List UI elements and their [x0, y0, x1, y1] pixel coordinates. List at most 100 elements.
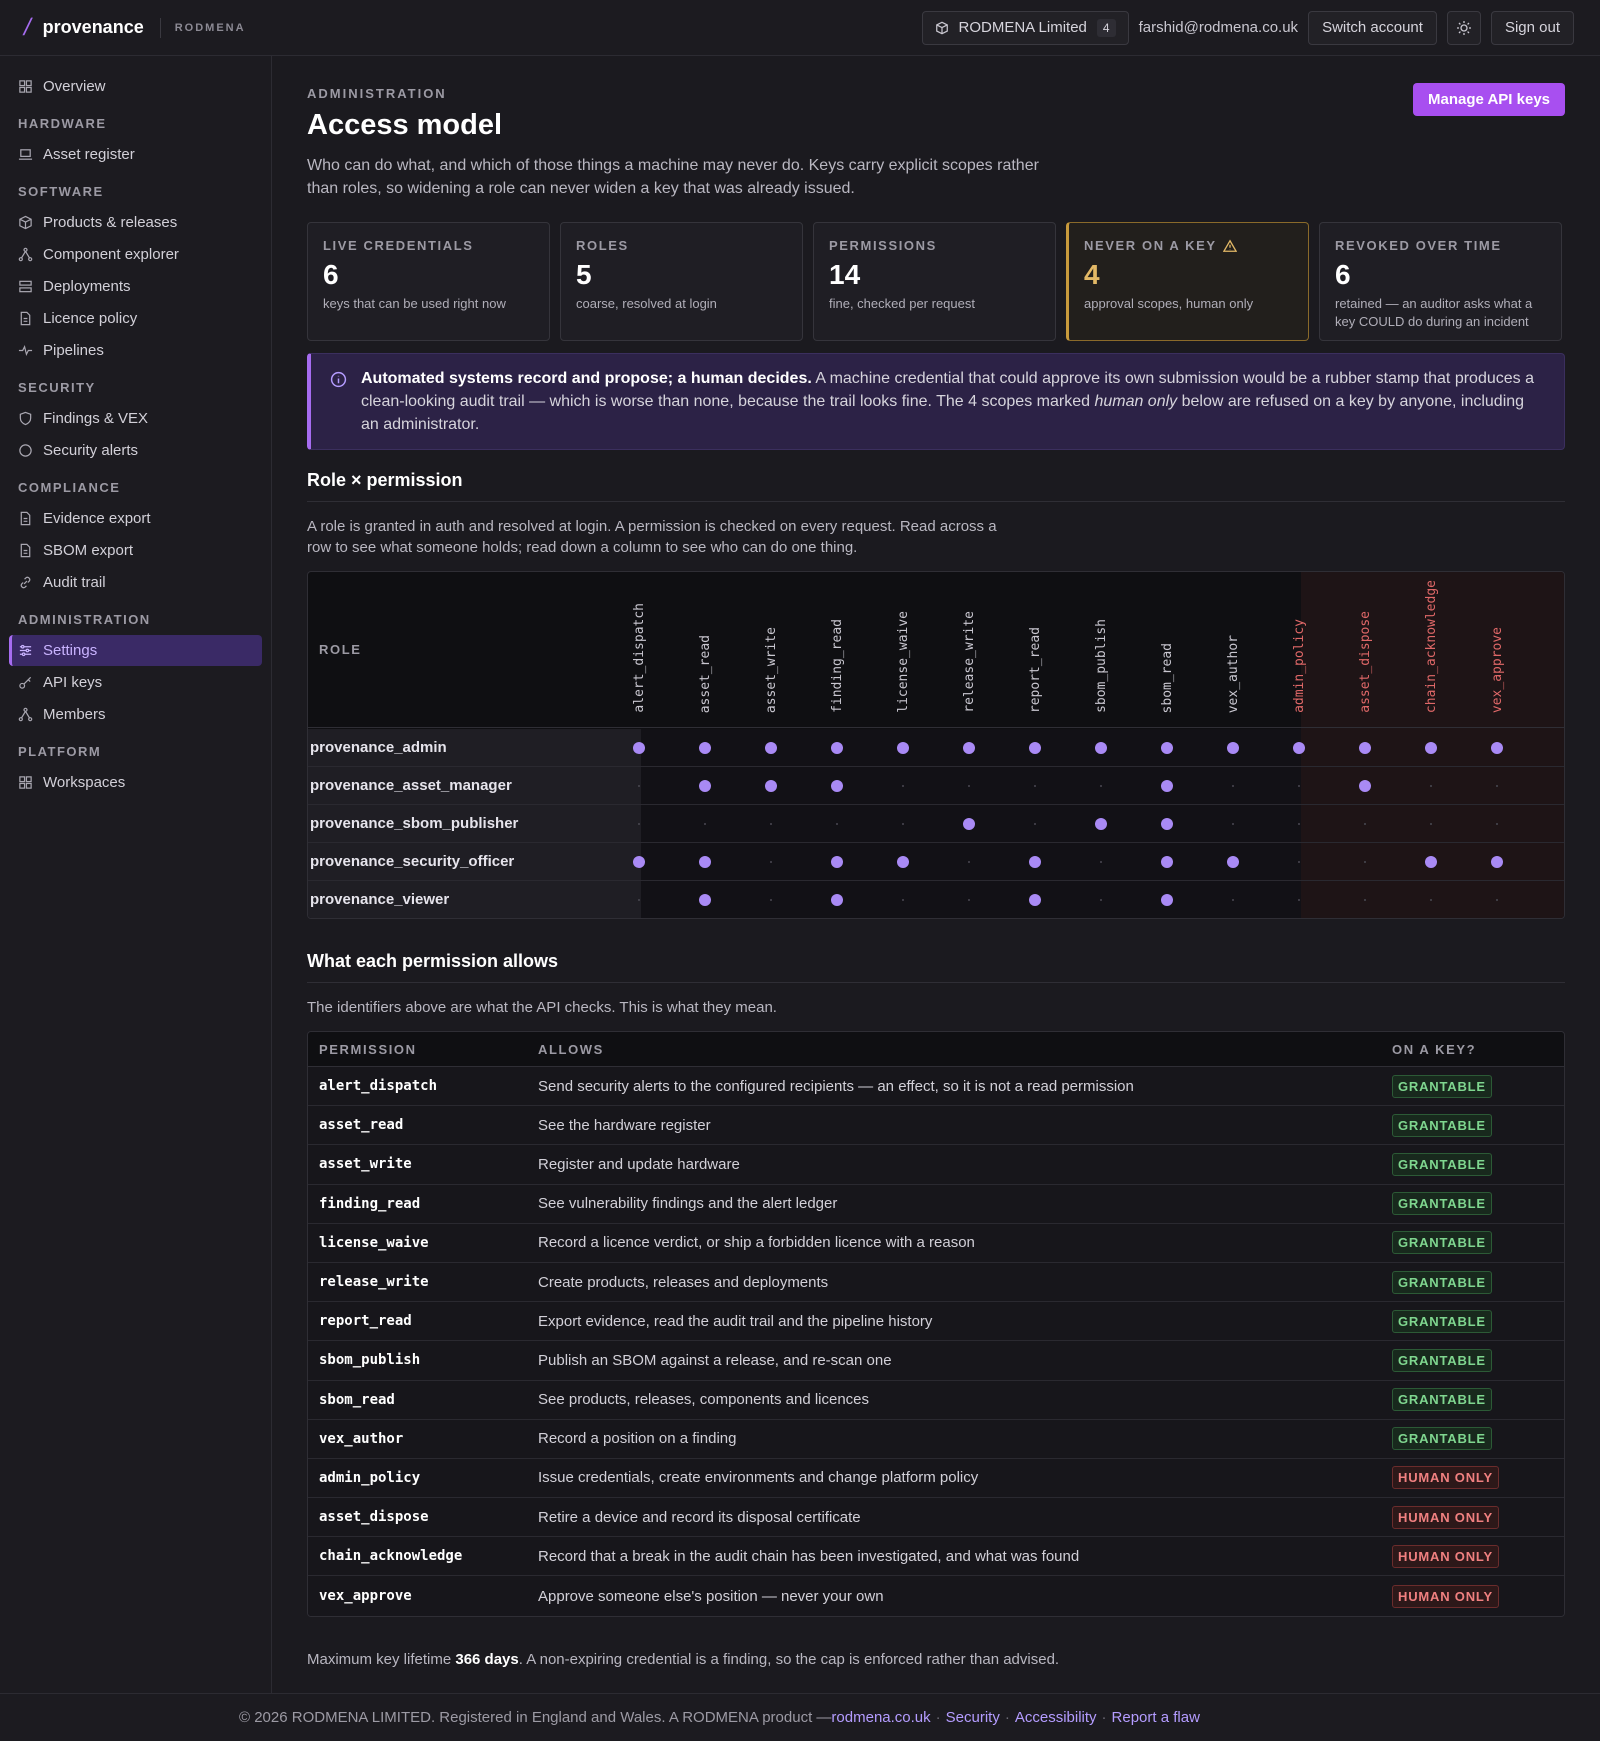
not-granted-dot	[902, 784, 904, 787]
sidebar-item-label: API keys	[43, 674, 103, 691]
footer-link-report[interactable]: Report a flaw	[1111, 1709, 1200, 1726]
matrix-column-header: asset_dispose	[1357, 583, 1373, 713]
not-granted-dot	[1430, 784, 1432, 787]
user-email: farshid@rodmena.co.uk	[1138, 19, 1299, 36]
matrix-cell	[1027, 729, 1043, 766]
matrix-column-header: admin_policy	[1291, 583, 1307, 713]
brand-name: provenance	[42, 17, 144, 37]
granted-dot	[831, 855, 843, 868]
matrix-cell	[1027, 881, 1043, 918]
on-key-cell: GRANTABLE	[1392, 1270, 1562, 1294]
on-key-cell: HUMAN ONLY	[1392, 1466, 1562, 1490]
on-key-cell: GRANTABLE	[1392, 1113, 1562, 1137]
table-row: chain_acknowledge Record that a break in …	[308, 1537, 1564, 1577]
granted-dot	[1425, 741, 1437, 754]
status-badge: GRANTABLE	[1392, 1348, 1492, 1372]
permission-name: finding_read	[829, 619, 845, 713]
sidebar-item-audit-trail[interactable]: Audit trail	[9, 567, 262, 598]
granted-dot	[1161, 855, 1173, 868]
table-row: alert_dispatch Send security alerts to th…	[308, 1067, 1564, 1107]
sidebar-item-security-alerts[interactable]: Security alerts	[9, 435, 262, 466]
not-granted-dot	[902, 822, 904, 825]
sidebar-item-pipelines[interactable]: Pipelines	[9, 335, 262, 366]
matrix-cell	[895, 729, 911, 766]
granted-dot	[633, 741, 645, 754]
matrix-cell	[697, 729, 713, 766]
org-switcher[interactable]: RODMENA Limited 4	[921, 10, 1129, 45]
matrix-cell	[1159, 881, 1175, 918]
sidebar-item-products-releases[interactable]: Products & releases	[9, 207, 262, 238]
matrix-cell	[1489, 729, 1505, 766]
sidebar-item-api-keys[interactable]: API keys	[9, 667, 262, 698]
sidebar-item-overview[interactable]: Overview	[9, 71, 262, 102]
granted-dot	[1293, 741, 1305, 754]
info-callout: Automated systems record and propose; a …	[307, 353, 1565, 450]
matrix-cell	[697, 805, 713, 842]
sidebar-item-deployments[interactable]: Deployments	[9, 271, 262, 302]
manage-api-keys-button[interactable]: Manage API keys	[1413, 83, 1565, 116]
users-icon	[18, 707, 33, 722]
sidebar-item-label: Findings & VEX	[43, 410, 149, 427]
document-icon	[20, 311, 31, 326]
stat-desc: fine, checked per request	[829, 296, 975, 311]
not-granted-dot	[1232, 898, 1234, 901]
not-granted-dot	[1364, 822, 1366, 825]
callout-heading: Automated systems record and propose; a …	[361, 370, 812, 387]
matrix-cell	[1027, 843, 1043, 880]
sidebar-item-label: Overview	[43, 78, 106, 95]
role-name: provenance_viewer	[310, 891, 450, 908]
on-key-cell: GRANTABLE	[1392, 1074, 1562, 1098]
granted-dot	[1095, 817, 1107, 830]
granted-dot	[1029, 893, 1041, 906]
footer-link-security[interactable]: Security	[945, 1709, 1000, 1726]
matrix-cell	[961, 881, 977, 918]
permissions-section-desc: The identifiers above are what the API c…	[307, 999, 777, 1016]
not-granted-dot	[1430, 822, 1432, 825]
sign-out-button[interactable]: Sign out	[1490, 10, 1574, 45]
granted-dot	[1161, 893, 1173, 906]
sidebar-item-workspaces[interactable]: Workspaces	[9, 767, 262, 798]
sidebar-item-findings-vex[interactable]: Findings & VEX	[9, 403, 262, 434]
not-granted-dot	[1496, 784, 1498, 787]
sidebar-item-label: Component explorer	[43, 246, 179, 263]
sidebar-item-members[interactable]: Members	[9, 699, 262, 730]
stat-card-roles: ROLES 5 coarse, resolved at login	[560, 222, 803, 341]
sidebar-item-component-explorer[interactable]: Component explorer	[9, 239, 262, 270]
sidebar-item-asset-register[interactable]: Asset register	[9, 139, 262, 170]
sidebar-item-sbom-export[interactable]: SBOM export	[9, 535, 262, 566]
brand[interactable]: / provenance RODMENA	[21, 14, 246, 42]
sidebar-item-settings[interactable]: Settings	[9, 635, 262, 666]
matrix-cell	[1423, 843, 1439, 880]
status-badge: HUMAN ONLY	[1392, 1505, 1499, 1529]
matrix-cell	[763, 843, 779, 880]
page-footer: © 2026 RODMENA LIMITED. Registered in En…	[0, 1693, 1600, 1741]
matrix-column-header: finding_read	[829, 583, 845, 713]
permission-name: chain_acknowledge	[1423, 579, 1439, 713]
table-row: report_read Export evidence, read the aud…	[308, 1302, 1564, 1342]
matrix-cell	[829, 843, 845, 880]
sidebar-item-evidence-export[interactable]: Evidence export	[9, 503, 262, 534]
not-granted-dot	[968, 784, 970, 787]
theme-toggle-button[interactable]	[1446, 10, 1481, 45]
matrix-cell	[1159, 729, 1175, 766]
sidebar-item-label: Audit trail	[43, 574, 106, 591]
row-label-bg	[308, 843, 641, 880]
matrix-cell	[1423, 729, 1439, 766]
matrix-cell	[1093, 729, 1109, 766]
matrix-cell	[1489, 805, 1505, 842]
not-granted-dot	[638, 784, 640, 787]
permission-name: vex_approve	[319, 1588, 412, 1605]
permission-description: Approve someone else's position — never …	[538, 1587, 884, 1605]
footer-link-accessibility[interactable]: Accessibility	[1014, 1709, 1097, 1726]
matrix-cell	[631, 805, 647, 842]
matrix-column-header: asset_write	[763, 583, 779, 713]
matrix-cell	[1027, 805, 1043, 842]
brand-divider	[159, 17, 161, 38]
brand-org: RODMENA	[174, 21, 246, 34]
matrix-cell	[1489, 843, 1505, 880]
table-row: finding_read See vulnerability findings a…	[308, 1184, 1564, 1224]
switch-account-button[interactable]: Switch account	[1308, 10, 1437, 45]
footer-link-site[interactable]: rodmena.co.uk	[831, 1709, 931, 1726]
granted-dot	[1359, 741, 1371, 754]
sidebar-item-licence-policy[interactable]: Licence policy	[9, 303, 262, 334]
